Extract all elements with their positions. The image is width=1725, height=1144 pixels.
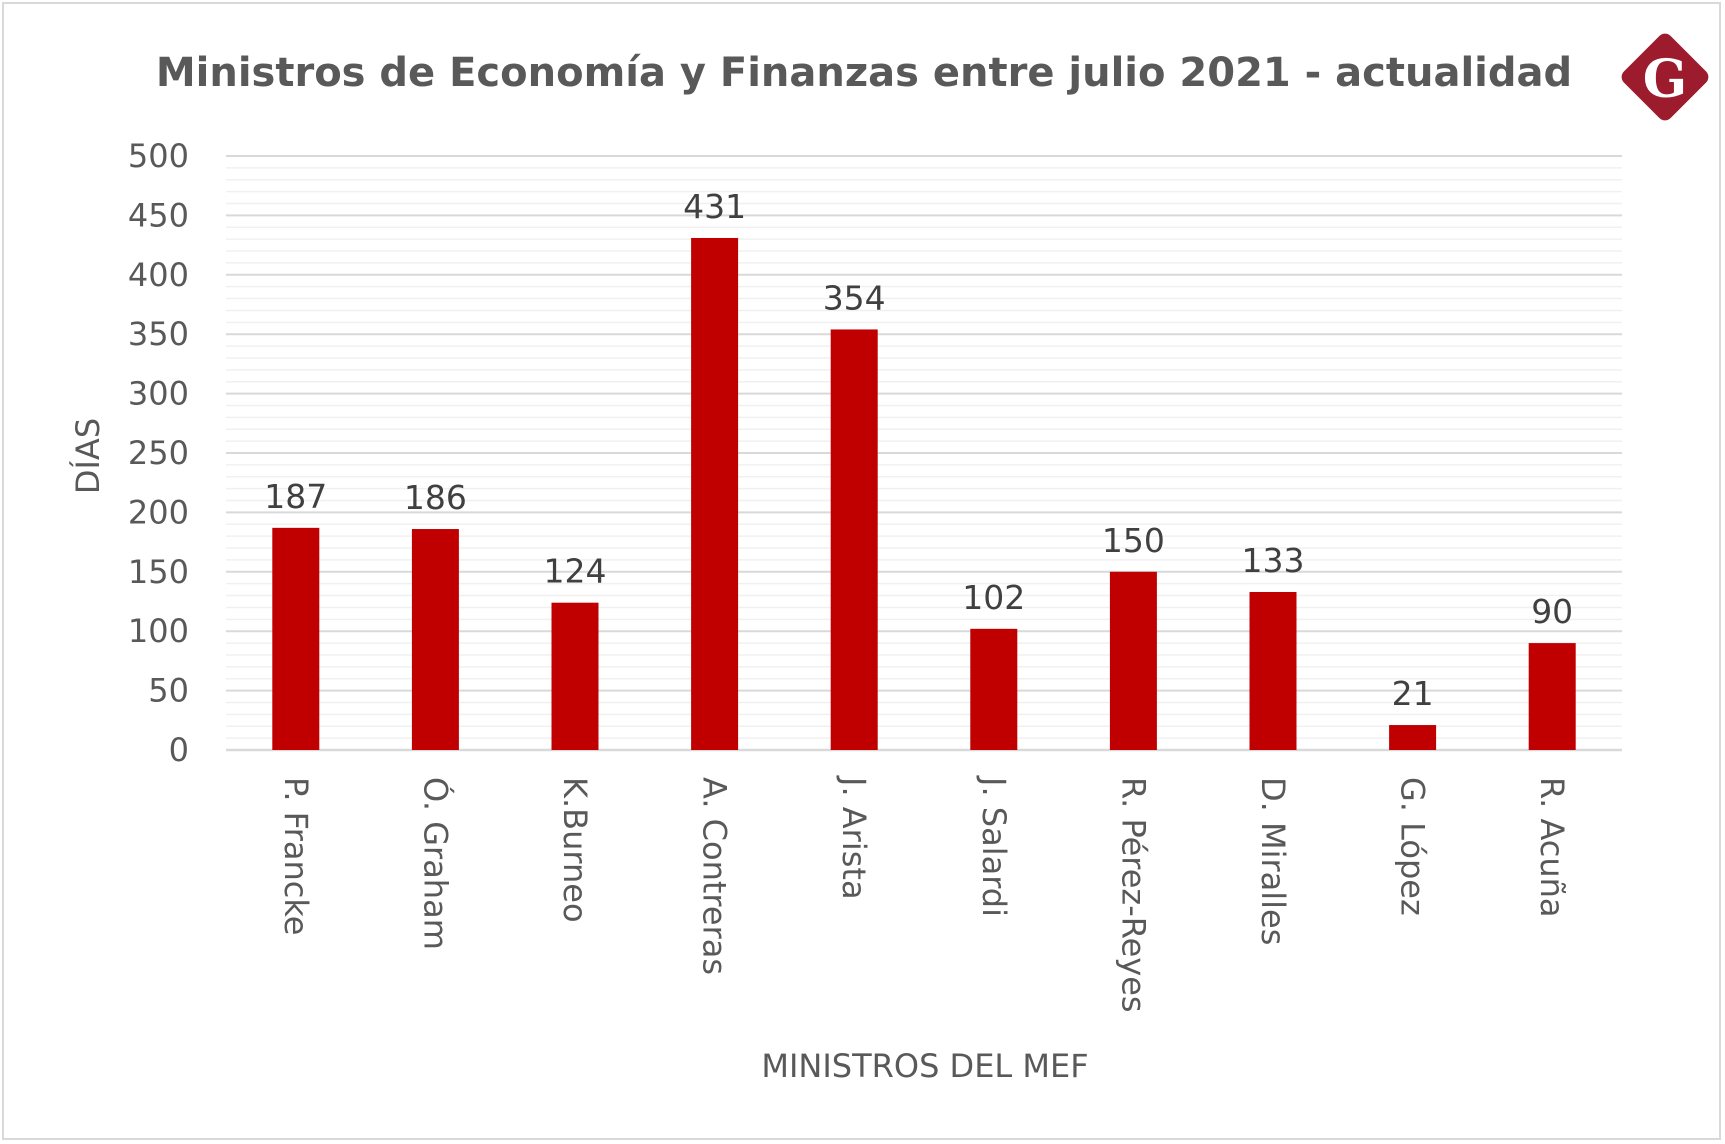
x-category-label: D. Miralles <box>1254 777 1292 945</box>
x-axis-title: MINISTROS DEL MEF <box>761 1047 1088 1085</box>
y-tick-label: 150 <box>128 553 189 591</box>
bar <box>1249 591 1297 750</box>
y-axis-ticks: 0 50 100 150 200 250 300 350 400 450 500 <box>128 137 189 769</box>
bar-chart: Ministros de Economía y Finanzas entre j… <box>69 33 1709 1085</box>
data-labels: 187 186 124 431 354 102 150 133 21 90 <box>264 187 1573 713</box>
x-category-label: J. Salardi <box>975 775 1013 917</box>
y-axis-title: DÍAS <box>69 418 107 494</box>
data-label: 124 <box>544 552 607 591</box>
bar <box>970 628 1018 750</box>
y-tick-label: 350 <box>128 315 189 353</box>
chart-title: Ministros de Economía y Finanzas entre j… <box>156 50 1572 96</box>
y-tick-label: 500 <box>128 137 189 175</box>
x-category-label: A. Contreras <box>696 777 734 975</box>
y-tick-label: 100 <box>128 612 189 650</box>
data-label: 90 <box>1531 592 1573 631</box>
y-tick-label: 300 <box>128 375 189 413</box>
bar <box>1389 725 1437 750</box>
data-label: 431 <box>683 187 746 226</box>
logo-letter-icon: G <box>1643 49 1687 110</box>
y-tick-label: 50 <box>148 672 189 710</box>
data-label: 186 <box>404 478 467 517</box>
bar <box>411 529 459 750</box>
x-category-label: R. Acuña <box>1533 777 1571 918</box>
bar <box>1528 643 1576 750</box>
category-labels: P. Francke Ó. Graham K.Burneo A. Contreras J… <box>277 775 1571 1013</box>
y-tick-label: 200 <box>128 493 189 531</box>
x-category-label: G. López <box>1394 777 1432 916</box>
bars <box>272 237 1576 751</box>
x-category-label: Ó. Graham <box>416 777 455 950</box>
x-category-label: K.Burneo <box>556 777 594 923</box>
data-label: 354 <box>823 278 886 317</box>
x-category-label: J. Arista <box>835 775 873 900</box>
y-tick-label: 250 <box>128 434 189 472</box>
y-tick-label: 450 <box>128 196 189 234</box>
bar <box>830 329 878 750</box>
data-label: 150 <box>1102 521 1165 560</box>
data-label: 21 <box>1392 674 1434 713</box>
brand-logo: G <box>1621 33 1709 121</box>
x-category-label: R. Pérez-Reyes <box>1114 777 1152 1013</box>
bar <box>551 602 599 750</box>
x-category-label: P. Francke <box>277 777 315 935</box>
bar <box>272 527 320 750</box>
bar <box>691 237 739 751</box>
y-tick-label: 0 <box>169 731 189 769</box>
y-tick-label: 400 <box>128 256 189 294</box>
bar <box>1109 571 1157 750</box>
data-label: 187 <box>264 477 327 516</box>
logo-diamond <box>1621 33 1709 121</box>
data-label: 102 <box>962 578 1025 617</box>
data-label: 133 <box>1242 541 1305 580</box>
